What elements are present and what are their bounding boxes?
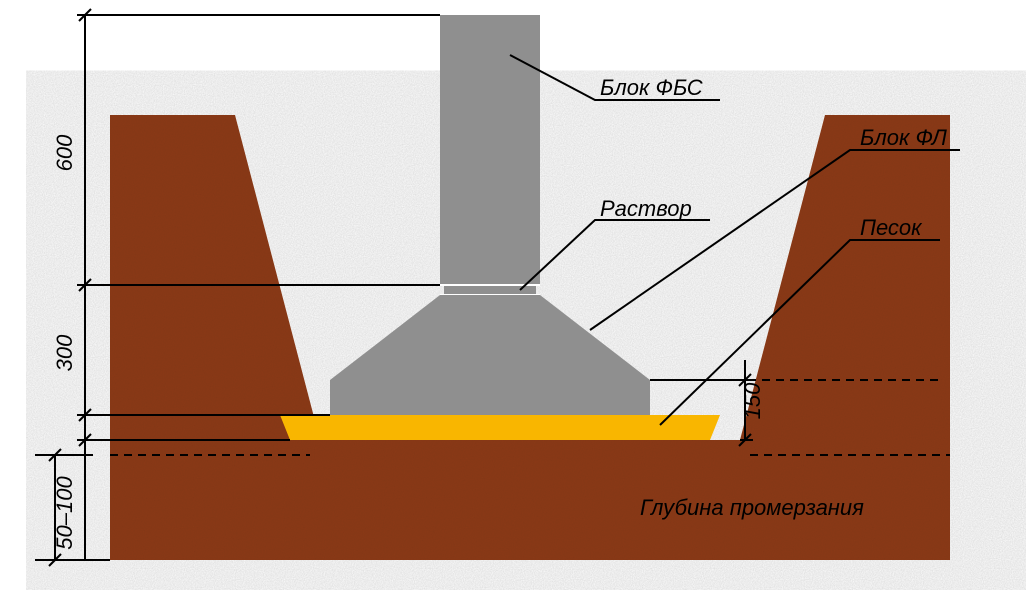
mortar-joint — [444, 285, 536, 295]
dim-150: 150 — [740, 381, 766, 421]
label-freezing: Глубина промерзания — [640, 495, 864, 521]
dim-300: 300 — [52, 333, 78, 373]
dim-50-100: 50–100 — [52, 463, 78, 563]
label-fl: Блок ФЛ — [860, 125, 947, 151]
fbs-block — [440, 15, 540, 285]
label-fbs: Блок ФБС — [600, 75, 703, 101]
label-mortar: Раствор — [600, 196, 692, 222]
dim-600: 600 — [52, 133, 78, 173]
foundation-diagram: Блок ФБС Блок ФЛ Раствор Песок Глубина п… — [0, 0, 1026, 590]
fl-block — [330, 295, 650, 415]
label-sand: Песок — [860, 215, 922, 241]
sand-layer — [280, 415, 720, 440]
